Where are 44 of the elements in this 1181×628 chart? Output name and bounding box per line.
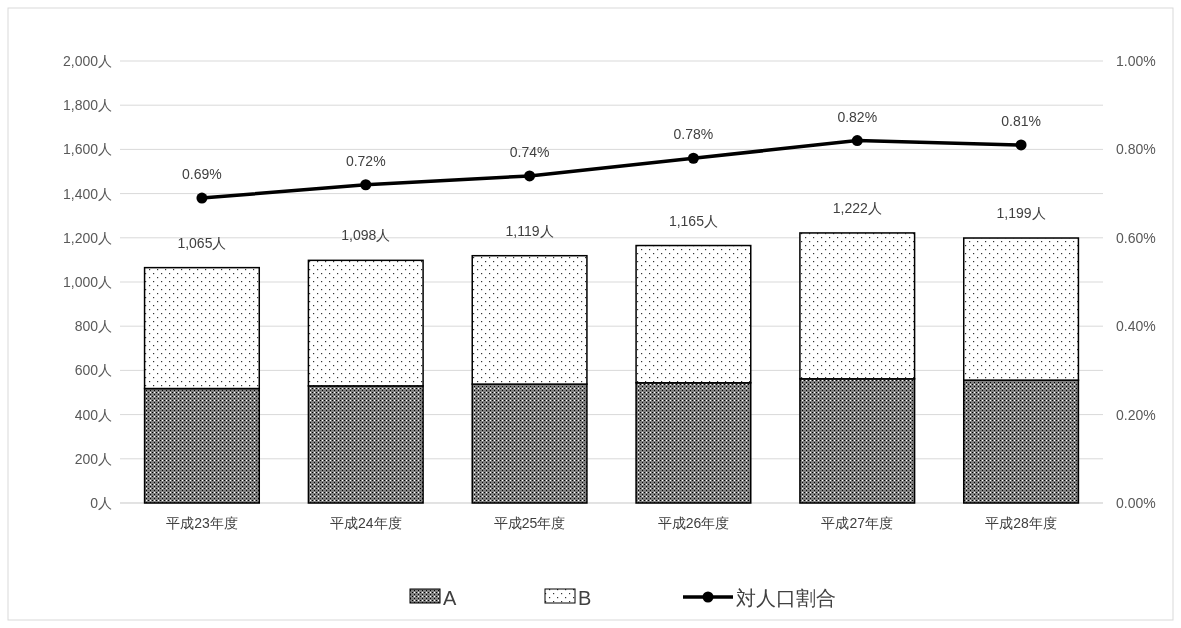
y2-tick-label: 1.00% [1116, 53, 1156, 69]
data-label: 0.69% [182, 166, 222, 183]
y-tick-label: 1,200人 [62, 229, 112, 246]
point [360, 179, 372, 191]
x-tick-label: 平成23年度 [166, 515, 238, 531]
point [524, 170, 536, 182]
point [196, 192, 208, 204]
point [687, 152, 699, 164]
y-tick-label: 1,000人 [62, 274, 112, 290]
x-tick-label: 平成28年度 [985, 515, 1057, 531]
total-label: 1,098人 [341, 227, 391, 244]
y2-tick-label: 0.00% [1116, 495, 1156, 511]
y-tick-label: 400人 [74, 406, 112, 423]
data-label: 0.74% [509, 143, 550, 160]
x-tick-label: 平成25年度 [493, 515, 566, 531]
total-label: 1,199人 [996, 205, 1046, 222]
total-label: 1,165人 [668, 212, 718, 229]
y2-tick-label: 0.80% [1116, 141, 1156, 158]
y-tick-label: 600人 [74, 362, 112, 379]
y-tick-label: 1,600人 [62, 141, 112, 158]
data-label: 0.72% [345, 152, 386, 169]
legend-label: A [443, 587, 457, 609]
point [1015, 139, 1027, 151]
y-tick-label: 2,000人 [62, 53, 112, 69]
y-tick-label: 800人 [74, 318, 112, 335]
data-label: 0.78% [673, 126, 714, 143]
legend-label: 対人口割合 [736, 587, 836, 609]
y2-tick-label: 0.60% [1116, 229, 1156, 246]
data-label: 0.82% [837, 108, 878, 125]
total-label: 1,065人 [177, 234, 227, 251]
x-tick-label: 平成26年度 [657, 515, 730, 531]
point [851, 135, 863, 147]
y-tick-label: 200人 [74, 450, 112, 467]
x-tick-label: 平成27年度 [821, 515, 894, 531]
total-label: 1,222人 [832, 199, 882, 216]
y2-tick-label: 0.20% [1116, 406, 1156, 423]
y-tick-label: 0人 [90, 495, 112, 511]
x-tick-label: 平成24年度 [329, 515, 402, 531]
legend-label: B [578, 587, 592, 609]
y2-tick-label: 0.40% [1116, 318, 1156, 335]
data-label: 0.81% [1001, 112, 1041, 129]
y-tick-label: 1,400人 [62, 185, 112, 202]
y-tick-label: 1,800人 [62, 97, 112, 114]
total-label: 1,119人 [505, 222, 554, 239]
